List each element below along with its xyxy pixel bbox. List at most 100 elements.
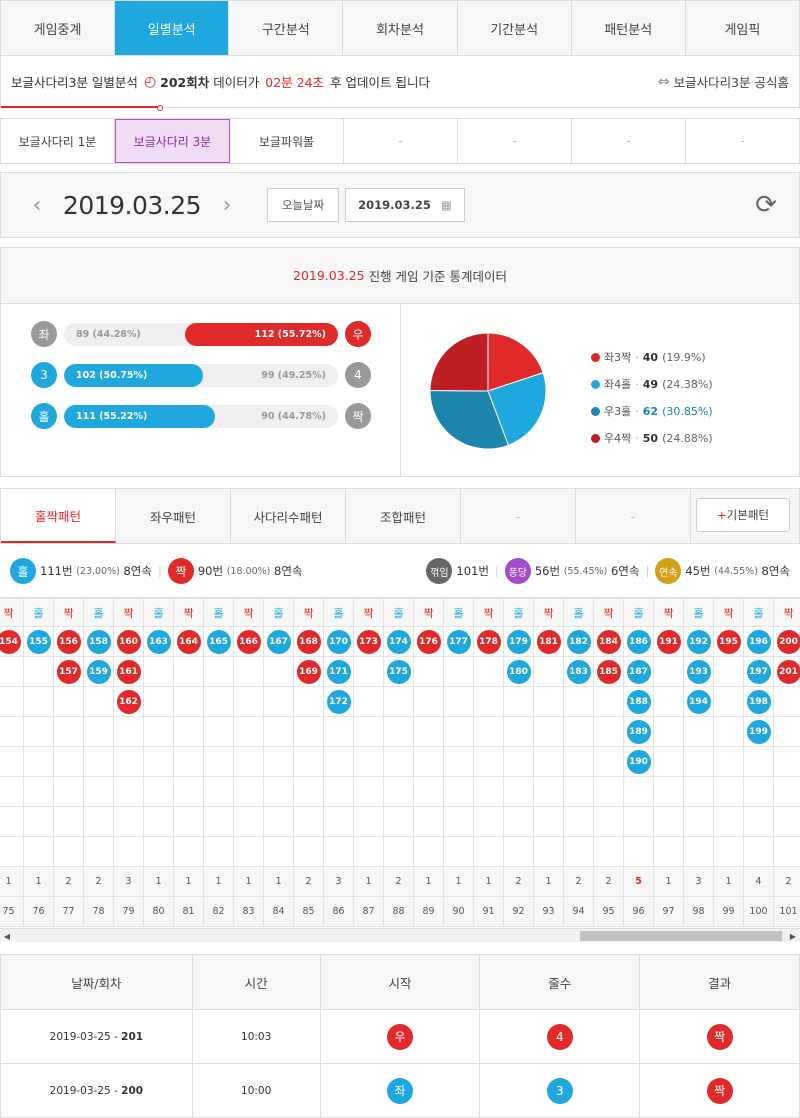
grid-count-cell: 2	[774, 867, 800, 897]
grid-count-cell: 2	[384, 867, 414, 897]
grid-cell	[504, 807, 534, 837]
grid-count-cell: 1	[174, 867, 204, 897]
grid-cell	[234, 807, 264, 837]
grid-cell	[474, 747, 504, 777]
grid-cell	[474, 687, 504, 717]
grid-cell: 169	[294, 657, 324, 687]
scroll-left-icon[interactable]: ◀	[0, 929, 14, 943]
next-date-button[interactable]: ›	[207, 193, 247, 218]
pattern-ball: 165	[207, 630, 231, 654]
cont-count: 45번	[685, 563, 710, 579]
current-date: 2019.03.25	[57, 191, 207, 220]
grid-cell	[84, 717, 114, 747]
grid-cell	[654, 657, 684, 687]
result-time: 10:03	[192, 1010, 320, 1064]
grid-cell	[144, 837, 174, 867]
grid-cell	[54, 717, 84, 747]
grid-cell	[204, 657, 234, 687]
sub-tab-0[interactable]: 보글사다리 1분	[1, 119, 115, 163]
break-count: 101번	[456, 563, 489, 579]
grid-cell	[414, 687, 444, 717]
odd-pct: (23.00%)	[76, 566, 120, 577]
top-tab-4[interactable]: 기간분석	[458, 1, 572, 55]
top-tab-1[interactable]: 일별분석	[115, 1, 229, 55]
pong-pct: (55.45%)	[564, 566, 608, 577]
date-picker[interactable]: 2019.03.25 ▦	[345, 188, 465, 222]
top-tab-5[interactable]: 패턴분석	[572, 1, 686, 55]
pie-chart	[423, 326, 553, 456]
pattern-ball: 181	[537, 630, 561, 654]
legend-item-1: 좌4홀·49(24.38%)	[591, 371, 713, 398]
cont-circle: 연속	[655, 558, 681, 584]
grid-cell	[24, 837, 54, 867]
top-tab-2[interactable]: 구간분석	[229, 1, 343, 55]
top-tab-3[interactable]: 회차분석	[343, 1, 457, 55]
top-tab-0[interactable]: 게임중계	[1, 1, 115, 55]
grid-index-cell: 87	[354, 897, 384, 927]
pattern-tab-1[interactable]: 좌우패턴	[116, 489, 231, 543]
pattern-ball: 174	[387, 630, 411, 654]
refresh-icon[interactable]: ⟳	[755, 190, 777, 220]
grid-cell	[264, 687, 294, 717]
official-link[interactable]: ⇔ 보글사다리3분 공식홈	[658, 72, 789, 91]
grid-cell	[714, 717, 744, 747]
grid-count-cell: 2	[54, 867, 84, 897]
grid-header-cell: 홀	[684, 599, 714, 627]
grid-cell	[444, 687, 474, 717]
scroll-right-icon[interactable]: ▶	[786, 929, 800, 943]
grid-cell	[744, 777, 774, 807]
legend-dot	[591, 380, 600, 389]
grid-header-cell: 짝	[594, 599, 624, 627]
grid-cell	[0, 837, 24, 867]
grid-cell: 173	[354, 627, 384, 657]
pattern-stats: 홀 111번 (23.00%) 8연속 | 짝 90번 (18.00%) 8연속…	[0, 552, 800, 590]
top-tab-6[interactable]: 게임픽	[686, 1, 799, 55]
stat-right-value: 112 (55.72%)	[255, 323, 326, 346]
results-header-cell: 시간	[192, 955, 320, 1010]
grid-cell	[144, 747, 174, 777]
cont-streak: 8연속	[762, 563, 790, 579]
even-streak: 8연속	[274, 563, 302, 579]
pattern-tab-2[interactable]: 사다리수패턴	[231, 489, 346, 543]
pattern-tab-0[interactable]: 홀짝패턴	[1, 489, 116, 543]
grid-cell: 170	[324, 627, 354, 657]
info-time: 02분 24초	[265, 72, 324, 91]
grid-header-cell: 짝	[534, 599, 564, 627]
grid-cell	[174, 777, 204, 807]
sub-tab-5: -	[572, 119, 686, 163]
pattern-ball: 170	[327, 630, 351, 654]
legend-dot	[591, 407, 600, 416]
grid-cell	[444, 657, 474, 687]
scroll-thumb[interactable]	[580, 931, 782, 941]
today-button[interactable]: 오늘날짜	[267, 188, 339, 222]
sub-tab-2[interactable]: 보글파워볼	[230, 119, 344, 163]
pattern-ball: 187	[627, 660, 651, 684]
legend-name: 우3홀	[604, 398, 631, 425]
legend-value: 40	[643, 344, 658, 371]
grid-cell	[384, 747, 414, 777]
pattern-ball: 197	[747, 660, 771, 684]
grid-cell	[144, 687, 174, 717]
pattern-ball: 200	[777, 630, 800, 654]
grid-cell	[264, 807, 294, 837]
grid-count-cell: 2	[594, 867, 624, 897]
pattern-ball: 164	[177, 630, 201, 654]
grid-cell: 165	[204, 627, 234, 657]
grid-cell: 168	[294, 627, 324, 657]
prev-date-button[interactable]: ‹	[17, 193, 57, 218]
grid-cell	[594, 717, 624, 747]
pattern-ball: 156	[57, 630, 81, 654]
pattern-tab-3[interactable]: 조합패턴	[346, 489, 461, 543]
clock-icon: ◴	[144, 74, 156, 90]
sub-tab-1[interactable]: 보글사다리 3분	[115, 119, 230, 163]
base-pattern-button[interactable]: +기본패턴	[696, 498, 790, 532]
sub-tab-3: -	[344, 119, 458, 163]
horizontal-scrollbar[interactable]: ◀ ▶	[0, 928, 800, 942]
grid-cell	[234, 837, 264, 867]
grid-cell: 191	[654, 627, 684, 657]
grid-cell	[774, 747, 800, 777]
grid-count-cell: 1	[654, 867, 684, 897]
grid-cell	[204, 807, 234, 837]
